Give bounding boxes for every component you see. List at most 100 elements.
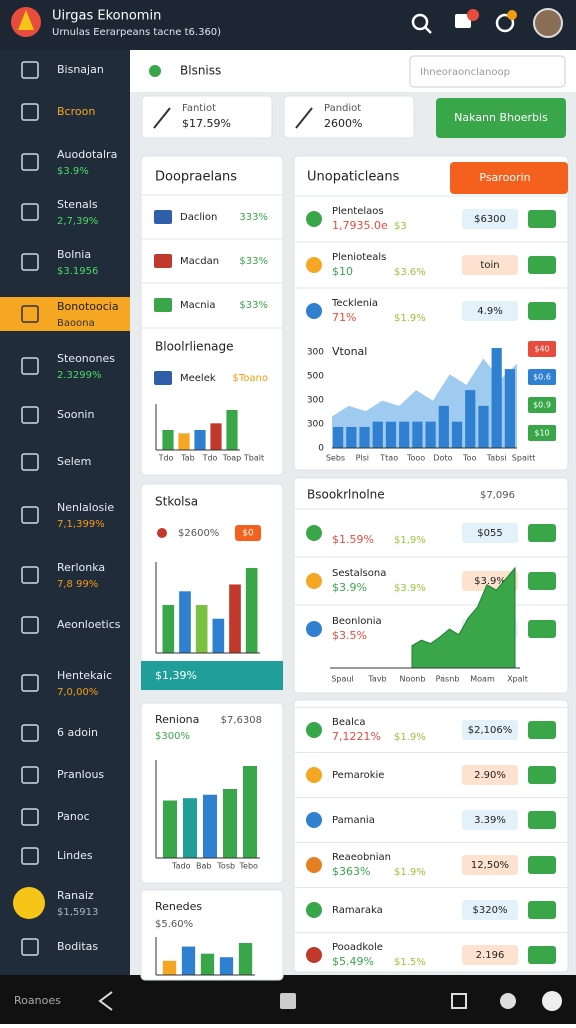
nav-label[interactable]: Boditas (57, 940, 98, 953)
row-label: Tecklenia (331, 298, 378, 309)
nav-icon (21, 616, 39, 634)
x-label: Too (462, 454, 476, 463)
search-icon[interactable] (411, 13, 429, 31)
back-button[interactable] (98, 991, 113, 1011)
nav-label[interactable]: Steonones (57, 352, 115, 365)
nav-label[interactable]: Bonotoocia (57, 300, 119, 313)
x-label: Bab (196, 862, 211, 871)
action-chip[interactable] (528, 524, 556, 542)
stat-box (283, 95, 415, 139)
nav-label[interactable]: Pranlous (57, 768, 104, 781)
bar (162, 430, 174, 450)
value-pill (462, 765, 518, 785)
bar (333, 426, 344, 448)
nav-value: 2,7,39% (57, 216, 98, 227)
recent-button[interactable] (451, 993, 467, 1009)
nav-icon (21, 766, 39, 784)
nav-label[interactable]: Bcroon (57, 105, 95, 118)
row-icon (306, 525, 322, 541)
row-value: $3.9% (332, 581, 367, 594)
y-label: 0 (318, 444, 324, 454)
stat-value: 2600% (324, 117, 362, 130)
refresh-icon[interactable] (495, 13, 515, 33)
nav-label[interactable]: Selem (57, 455, 91, 468)
pill-label: 12,50% (471, 860, 509, 871)
action-label[interactable]: Nakann Bhoerbis (454, 111, 548, 124)
action-chip[interactable] (528, 901, 556, 919)
pill-label: $6300 (474, 214, 506, 225)
row-label: Pamania (332, 815, 375, 826)
row-icon (306, 257, 322, 273)
nav-label[interactable]: Bisnajan (57, 63, 104, 76)
nav-label[interactable]: Nenlalosie (57, 501, 114, 514)
nav-label[interactable]: Auodotalra (57, 148, 117, 161)
action-chip[interactable] (528, 620, 556, 638)
nav-label[interactable]: 6 adoin (57, 726, 98, 739)
bar (183, 798, 197, 858)
pill-label: $055 (477, 528, 502, 539)
nav-label[interactable]: Ranaiz (57, 889, 94, 902)
row-icon (154, 371, 172, 385)
row-value: 1,7935.0e (332, 219, 388, 232)
value-pill (462, 900, 518, 920)
x-label: Toap (222, 454, 241, 463)
nav-icon (21, 453, 39, 471)
avatar[interactable] (533, 8, 563, 38)
action-chip[interactable] (528, 946, 556, 964)
row-value: $33% (239, 300, 268, 311)
row-icon (157, 528, 167, 538)
action-chip[interactable] (528, 572, 556, 590)
nav-icon (21, 203, 39, 221)
row-label: Plentelaos (332, 206, 384, 217)
x-label: Doto (433, 454, 452, 463)
nav-label[interactable]: Panoc (57, 810, 90, 823)
action-chip[interactable] (528, 721, 556, 739)
badge-label: Psaroorin (479, 171, 530, 184)
card (140, 483, 284, 691)
bar (210, 423, 222, 450)
nav-value: $1,5913 (57, 907, 98, 918)
action-chip[interactable] (528, 256, 556, 274)
row-change: $1.9% (394, 732, 426, 743)
bar (194, 430, 206, 450)
nav-label[interactable]: Hentekaic (57, 669, 112, 682)
notification-icon[interactable] (455, 14, 471, 28)
cloud-button[interactable] (500, 993, 516, 1009)
action-chip[interactable] (528, 210, 556, 228)
x-label: Tdo (202, 454, 218, 463)
bar (504, 369, 515, 448)
nav-label[interactable]: Stenals (57, 198, 98, 211)
stat-value: $17.59% (182, 117, 231, 130)
nav-value: 7,8 99% (57, 579, 98, 590)
row-value: $10 (332, 265, 353, 278)
row-icon (306, 947, 322, 963)
bar (478, 405, 489, 448)
value-pill (462, 523, 518, 543)
search-box[interactable] (409, 55, 566, 88)
bar (223, 789, 237, 858)
nav-icon (21, 674, 39, 692)
action-chip[interactable] (528, 302, 556, 320)
row-label: Beonlonia (332, 616, 382, 627)
nav-label[interactable]: Aeonloetics (57, 618, 121, 631)
action-button[interactable] (436, 98, 566, 138)
pill-label: $3.9% (474, 576, 506, 587)
nav-icon (21, 847, 39, 865)
side-chip (528, 397, 556, 413)
nav-label[interactable]: Lindes (57, 849, 93, 862)
nav-label[interactable]: Soonin (57, 408, 94, 421)
info-button[interactable] (542, 991, 562, 1011)
action-chip[interactable] (528, 856, 556, 874)
nav-label[interactable]: Rerlonka (57, 561, 105, 574)
nav-icon (21, 938, 39, 956)
card-title: Unopaticleans (307, 170, 400, 185)
value-pill (462, 301, 518, 321)
action-chip[interactable] (528, 811, 556, 829)
nav-label[interactable]: Bolnia (57, 248, 91, 261)
x-label: Noonb (400, 675, 426, 684)
bar (162, 605, 175, 653)
app-subtitle: Urnulas Eerarpeans tacne t6.360) (52, 27, 221, 38)
action-chip[interactable] (528, 766, 556, 784)
home-button[interactable] (280, 993, 296, 1009)
